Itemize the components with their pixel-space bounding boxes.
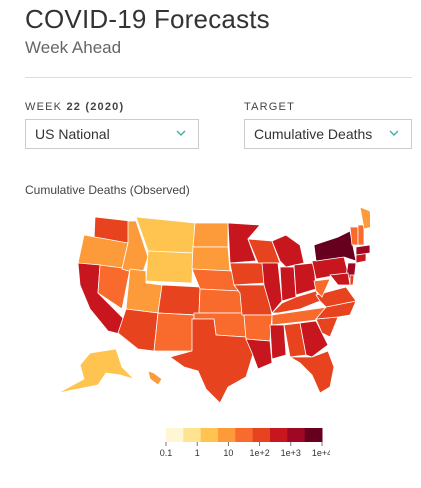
- legend-swatch: [235, 428, 254, 442]
- state-fl[interactable]: [288, 350, 335, 394]
- state-md[interactable]: [329, 272, 351, 286]
- state-me[interactable]: [359, 206, 370, 230]
- legend-swatch: [287, 428, 306, 442]
- state-mn[interactable]: [227, 222, 261, 264]
- map-title: Cumulative Deaths (Observed): [25, 183, 190, 197]
- legend-tick-label: 1e+4: [312, 448, 330, 458]
- state-co[interactable]: [157, 284, 201, 316]
- legend-swatch: [304, 428, 323, 442]
- legend-tick-label: 1e+2: [249, 448, 269, 458]
- state-ny[interactable]: [313, 230, 357, 262]
- state-oh[interactable]: [293, 262, 317, 296]
- state-ia[interactable]: [229, 262, 267, 286]
- legend-swatch: [183, 428, 202, 442]
- state-az[interactable]: [117, 308, 159, 352]
- chevron-down-icon: [176, 130, 186, 136]
- state-ga[interactable]: [299, 320, 329, 358]
- color-legend: 0.1 1 10 1e+2 1e+3 1e+4: [160, 428, 330, 458]
- state-mi[interactable]: [271, 234, 305, 268]
- legend-swatch: [252, 428, 271, 442]
- state-de[interactable]: [349, 274, 355, 286]
- state-ks[interactable]: [198, 288, 243, 314]
- legend-tick-label: 0.1: [160, 448, 172, 458]
- target-select-value: Cumulative Deaths: [254, 126, 373, 142]
- legend-swatch: [218, 428, 236, 442]
- region-select-value: US National: [35, 126, 110, 142]
- state-tx[interactable]: [169, 318, 255, 404]
- target-label: TARGET: [244, 101, 295, 113]
- legend-swatch: [270, 428, 288, 442]
- state-wi[interactable]: [247, 238, 281, 264]
- region-select[interactable]: US National: [25, 119, 199, 149]
- state-nv[interactable]: [97, 264, 131, 310]
- header-divider: [25, 77, 412, 78]
- us-choropleth-map[interactable]: [50, 205, 370, 405]
- state-wv[interactable]: [313, 278, 331, 298]
- legend-tick-label: 10: [223, 448, 233, 458]
- legend-swatch: [166, 428, 184, 442]
- state-hi[interactable]: [147, 370, 163, 386]
- legend-tick-label: 1e+3: [281, 448, 301, 458]
- state-ar[interactable]: [243, 314, 273, 342]
- state-ak[interactable]: [57, 348, 136, 394]
- state-la[interactable]: [245, 338, 273, 370]
- state-in[interactable]: [279, 266, 297, 302]
- state-sd[interactable]: [191, 246, 231, 272]
- state-va[interactable]: [315, 286, 357, 308]
- state-nh[interactable]: [357, 224, 365, 246]
- state-wy[interactable]: [145, 250, 194, 284]
- legend-swatch: [200, 428, 219, 442]
- state-ma[interactable]: [355, 244, 370, 256]
- week-label: WEEK 22 (2020): [25, 101, 124, 113]
- page-subtitle: Week Ahead: [25, 38, 122, 57]
- page-title: COVID-19 Forecasts: [25, 4, 270, 34]
- state-nd[interactable]: [192, 222, 229, 248]
- week-value: 22 (2020): [66, 101, 125, 113]
- legend-tick-label: 1: [195, 448, 200, 458]
- state-il[interactable]: [261, 262, 283, 314]
- week-label-text: WEEK: [25, 101, 63, 113]
- state-nm[interactable]: [153, 312, 195, 352]
- target-select[interactable]: Cumulative Deaths: [244, 119, 412, 149]
- state-ms[interactable]: [269, 324, 287, 360]
- chevron-down-icon: [389, 130, 399, 136]
